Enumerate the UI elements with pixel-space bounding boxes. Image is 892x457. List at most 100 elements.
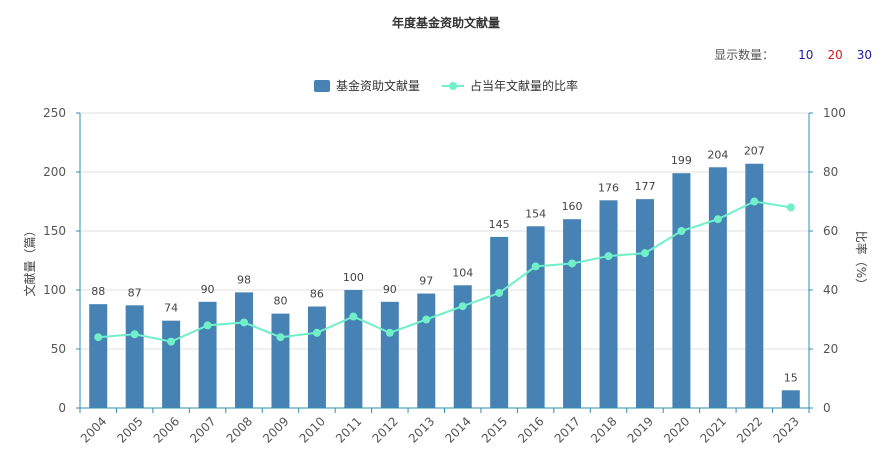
line-point [568,259,577,268]
bar [125,305,144,408]
x-tick-label: 2015 [479,414,510,445]
legend-line-label: 占当年文献量的比率 [470,79,579,93]
x-tick-label: 2011 [333,414,364,445]
line-point [422,315,431,324]
left-y-tick-label: 250 [43,106,66,120]
x-tick-label: 2022 [734,414,765,445]
line-point [167,337,176,346]
bar-value-label: 154 [525,207,546,220]
display-count-option-10[interactable]: 10 [798,47,814,62]
line-point [94,333,103,342]
legend-bar-swatch [313,79,330,92]
display-count-option-30[interactable]: 30 [856,47,872,62]
line-point [130,330,139,339]
x-tick-label: 2007 [187,414,218,445]
legend-bar-label: 基金资助文献量 [335,79,420,93]
line-point [276,333,285,342]
x-tick-label: 2012 [369,414,400,445]
left-y-tick-label: 100 [43,283,66,297]
bar-value-label: 145 [489,218,510,231]
left-y-tick-label: 0 [58,401,66,415]
x-tick-labels: 2004 2005 2006 2007 2008 2009 2010 2011 2012 2013… [78,414,802,445]
x-tick-label: 2005 [114,414,145,445]
bar [380,301,399,408]
line-series [94,197,795,346]
bar-value-label: 74 [164,302,178,315]
bar-value-label: 86 [310,288,324,301]
right-y-tick-label: 60 [823,224,838,238]
left-y-axis-title: 文献量（篇） [22,224,37,296]
x-tick-label: 2013 [406,414,437,445]
legend-line-swatch [442,80,464,92]
grid-lines [80,112,809,409]
right-y-tick-label: 0 [823,401,831,415]
bar [417,293,436,408]
bar-series [89,163,800,408]
bar [453,285,472,408]
bar [307,306,326,408]
bar-value-label: 199 [671,154,692,167]
left-y-tick-labels: 0 50 100 150 200 250 [43,106,66,415]
x-tick-label: 2009 [260,414,291,445]
bar [344,290,363,408]
x-tick-label: 2023 [770,414,801,445]
bar-value-label: 87 [128,286,142,299]
bar-value-label: 177 [634,180,655,193]
bar [745,163,764,408]
line-point [240,318,249,327]
right-y-tick-label: 20 [823,342,838,356]
line-point [750,197,759,206]
right-y-tick-labels: 0 20 40 60 80 100 [823,106,846,415]
right-y-tick-label: 40 [823,283,838,297]
x-tick-label: 2014 [442,414,473,445]
line-point [349,312,358,321]
x-tick-label: 2020 [661,414,692,445]
right-y-tick-label: 100 [823,106,846,120]
bar [781,390,800,408]
x-tick-label: 2018 [588,414,619,445]
chart-legend: 基金资助文献量 占当年文献量的比率 [0,77,892,94]
legend-item-bar-series[interactable]: 基金资助文献量 [313,77,420,94]
line-point [203,321,212,330]
legend-item-line-series[interactable]: 占当年文献量的比率 [442,77,578,94]
line-point [312,328,321,337]
bar [271,313,290,408]
bar [89,304,108,408]
line-point [531,262,540,271]
line-point [786,203,795,212]
left-y-tick-label: 200 [43,165,66,179]
bar-value-label: 80 [273,295,287,308]
left-y-tick-label: 50 [51,342,66,356]
bar-value-label: 90 [201,283,215,296]
line-point [604,252,613,261]
bar [526,226,545,408]
bar [672,173,691,408]
line-point [458,302,467,311]
bar-value-label: 88 [91,285,105,298]
x-tick-label: 2010 [297,414,328,445]
line-point [713,215,722,224]
bar-value-label: 160 [562,200,583,213]
bar-value-label: 207 [744,145,765,158]
line-point [495,288,504,297]
bar [599,200,618,408]
x-tick-label: 2008 [224,414,255,445]
left-y-tick-label: 150 [43,224,66,238]
bar-value-label: 98 [237,273,251,286]
bar-value-labels: 88 87 74 90 98 80 86 100 90 97 104 145 154 160 176 177 1… [91,145,798,385]
right-y-axis-title: 比率（%） [854,231,869,290]
bar-value-label: 90 [383,283,397,296]
bar-value-label: 204 [707,148,728,161]
chart-title: 年度基金资助文献量 [391,16,500,30]
bar-value-label: 97 [419,275,433,288]
bar [198,301,217,408]
axes [76,112,813,413]
right-y-tick-label: 80 [823,165,838,179]
display-count-option-20[interactable]: 20 [827,47,843,62]
bar-value-label: 176 [598,181,619,194]
line-point [385,328,394,337]
x-tick-label: 2016 [515,414,546,445]
line-point [640,249,649,258]
bar-value-label: 100 [343,271,364,284]
